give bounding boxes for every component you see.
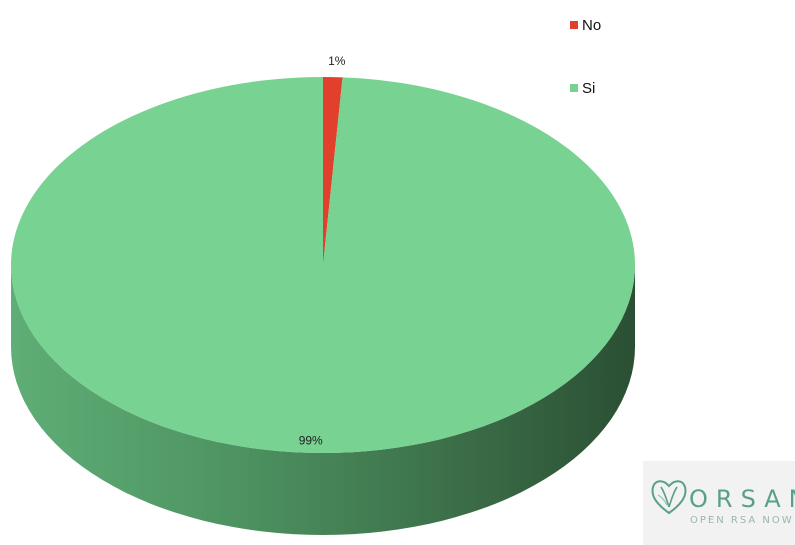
pie-side <box>11 265 635 535</box>
data-label-no: 1% <box>328 54 346 68</box>
legend-label-si: Si <box>582 79 596 97</box>
pie-side-wall <box>11 265 635 535</box>
legend-item-si[interactable]: Si <box>570 77 601 99</box>
legend: No Si <box>570 14 601 140</box>
orsan-heart-icon <box>651 480 687 515</box>
data-label-si: 99% <box>299 433 323 447</box>
orsan-logo: ORSAN OPEN RSA NOW <box>643 461 795 545</box>
pie-labels: 1% 99% <box>299 54 346 447</box>
logo-name: ORSAN <box>689 485 795 513</box>
pie-slice-no[interactable] <box>323 77 343 265</box>
pie-chart: 1% 99% <box>10 54 635 535</box>
legend-item-no[interactable]: No <box>570 14 601 36</box>
pie-slice-si[interactable] <box>10 77 635 454</box>
legend-label-no: No <box>582 16 602 34</box>
legend-swatch-no <box>570 21 578 29</box>
pie-top <box>10 77 635 454</box>
logo-tagline: OPEN RSA NOW <box>690 515 794 526</box>
legend-swatch-si <box>570 84 578 92</box>
